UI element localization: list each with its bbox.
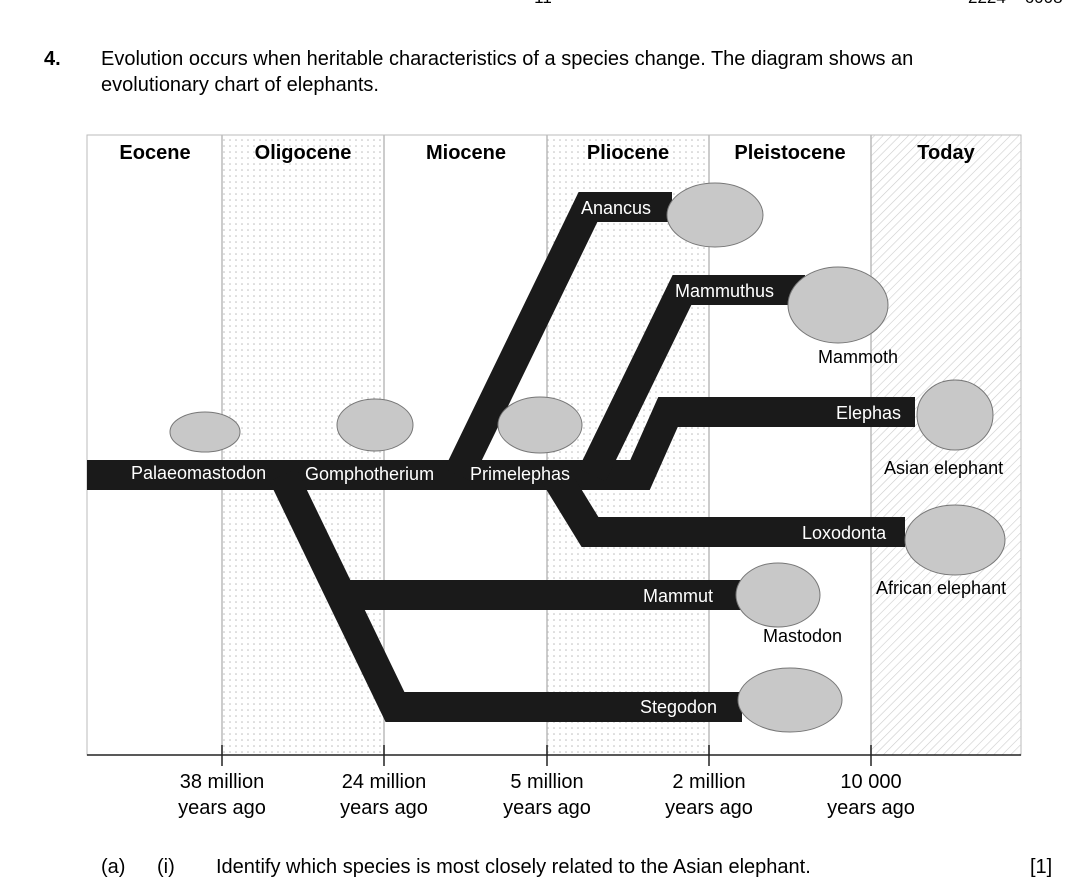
time-label: 24 million [342, 771, 426, 793]
taxon-label: Asian elephant [884, 458, 1003, 478]
taxon-label: Mammut [643, 586, 713, 606]
period-label: Pliocene [587, 142, 669, 164]
elephant-illustration [735, 562, 821, 628]
branch [542, 467, 905, 547]
period-label: Pleistocene [734, 142, 845, 164]
time-axis [87, 745, 1021, 766]
period-label: Miocene [426, 142, 506, 164]
period-labels: Eocene Oligocene Miocene Pliocene Pleist… [119, 142, 975, 164]
taxon-label: Anancus [581, 198, 651, 218]
elephant-illustration [916, 379, 994, 451]
illustrations [169, 182, 1006, 733]
branch [444, 192, 672, 482]
time-label: years ago [665, 797, 753, 819]
taxon-label: Primelephas [470, 464, 570, 484]
taxon-label: Mammoth [818, 347, 898, 367]
period-label: Today [917, 142, 975, 164]
elephant-illustration [169, 411, 241, 453]
time-label: 5 million [510, 771, 583, 793]
elephant-illustration [737, 667, 843, 733]
taxon-label: Elephas [836, 403, 901, 423]
time-label: years ago [340, 797, 428, 819]
time-label: years ago [178, 797, 266, 819]
elephant-illustration [666, 182, 764, 248]
taxon-label: African elephant [876, 578, 1006, 598]
time-labels: 38 million years ago 24 million years ag… [178, 771, 915, 819]
elephant-illustration [497, 396, 583, 454]
question-text: Evolution occurs when heritable characte… [101, 48, 914, 70]
taxon-label: Gomphotherium [305, 464, 434, 484]
taxon-labels: Palaeomastodon Gomphotherium Primelephas… [131, 198, 1006, 717]
elephant-illustration [787, 266, 889, 344]
time-label: 2 million [672, 771, 745, 793]
period-label: Oligocene [255, 142, 352, 164]
taxon-label: Mammuthus [675, 281, 774, 301]
elephant-illustration [336, 398, 414, 452]
time-label: 10 000 [840, 771, 901, 793]
time-label: 38 million [180, 771, 264, 793]
marks: [1] [1030, 856, 1053, 878]
subpart-label: (i) [157, 856, 175, 878]
taxon-label: Loxodonta [802, 523, 887, 543]
branch [87, 397, 915, 490]
taxon-label: Stegodon [640, 697, 717, 717]
question-text: evolutionary chart of elephants. [101, 74, 379, 96]
question-text: Identify which species is most closely r… [216, 856, 811, 878]
period-label: Eocene [119, 142, 190, 164]
taxon-label: Mastodon [763, 626, 842, 646]
elephant-illustration [904, 504, 1006, 576]
question-number: 4. [44, 48, 61, 70]
taxon-label: Palaeomastodon [131, 463, 266, 483]
branch [578, 275, 805, 482]
page-number: – 11 – [520, 0, 566, 8]
time-label: years ago [827, 797, 915, 819]
branches [87, 192, 915, 722]
part-label: (a) [101, 856, 126, 878]
time-label: years ago [503, 797, 591, 819]
paper-code: 2224 – 6008 [968, 0, 1063, 8]
branch [269, 468, 742, 722]
